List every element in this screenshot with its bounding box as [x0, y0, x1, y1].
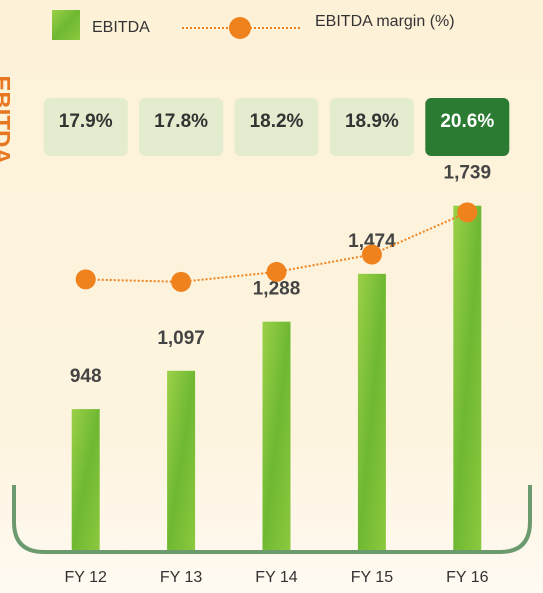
x-tick-label: FY 13: [160, 569, 203, 586]
label-box: [234, 98, 319, 156]
bar: [71, 409, 100, 550]
bar: [167, 370, 196, 550]
legend-label: EBITDA: [92, 19, 150, 36]
bar: [357, 273, 386, 550]
label-box: [139, 98, 224, 156]
data-label: 20.6%: [440, 111, 494, 132]
frame: [12, 485, 532, 554]
data-label: 1,288: [253, 279, 301, 300]
legend-swatch: [52, 10, 80, 40]
x-tick-label: FY 15: [351, 569, 394, 586]
line-marker: [75, 269, 96, 290]
data-label: 1,097: [157, 328, 205, 349]
y-axis-label: EBITDA: [0, 75, 15, 164]
label-box: [43, 98, 128, 156]
x-tick-label: FY 16: [446, 569, 489, 586]
data-label: 1,474: [348, 231, 396, 252]
data-label: 17.8%: [154, 111, 208, 132]
legend-label: EBITDA margin (%): [315, 13, 455, 30]
label-box: [425, 98, 510, 156]
line-marker: [457, 202, 478, 223]
label-box: [329, 98, 414, 156]
bar: [262, 321, 291, 550]
x-tick-label: FY 14: [255, 569, 298, 586]
line-marker: [361, 244, 382, 265]
data-label: 18.9%: [345, 111, 399, 132]
data-label: 948: [70, 366, 102, 387]
data-label: 18.2%: [250, 111, 304, 132]
x-tick-label: FY 12: [64, 569, 107, 586]
legend-marker: [229, 17, 251, 39]
line-marker: [171, 271, 192, 292]
data-label: 1,739: [444, 163, 492, 184]
bar: [453, 205, 482, 550]
line-marker: [266, 261, 287, 282]
data-label: 17.9%: [59, 111, 113, 132]
